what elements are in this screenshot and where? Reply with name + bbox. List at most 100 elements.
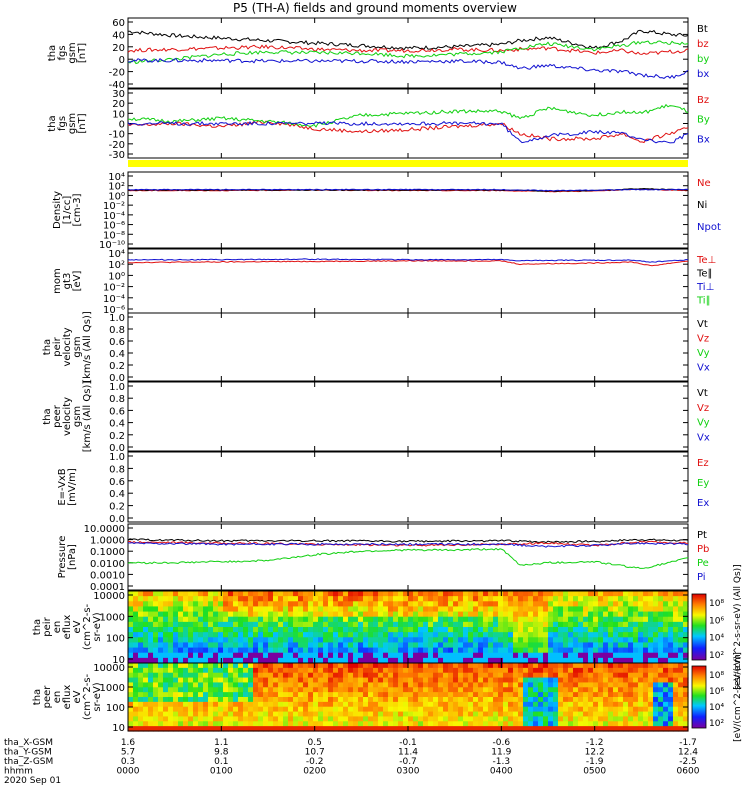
spectrogram-cell xyxy=(213,721,219,727)
legend-entry-Bt: Bt xyxy=(697,24,708,35)
spectrogram-cell xyxy=(548,657,554,664)
y-tick-label: 20 xyxy=(112,99,125,110)
spectrogram-cell xyxy=(548,701,554,708)
spectrogram-cell xyxy=(663,726,669,732)
spectrogram-cell xyxy=(208,611,214,618)
spectrogram-cell xyxy=(443,667,449,674)
spectrogram-cell xyxy=(423,706,429,713)
spectrogram-cell xyxy=(138,657,144,664)
spectrogram-cell xyxy=(333,642,339,649)
spectrogram-cell xyxy=(198,721,204,727)
spectrogram-cell xyxy=(438,716,444,722)
spectrogram-cell xyxy=(518,663,524,669)
spectrogram-cell xyxy=(363,637,369,644)
spectrogram-cell xyxy=(313,677,319,684)
spectrogram-cell xyxy=(333,692,339,698)
spectrogram-cell xyxy=(578,632,584,638)
spectrogram-cell xyxy=(398,701,404,708)
spectrogram-cell xyxy=(173,642,179,649)
spectrogram-cell xyxy=(168,606,174,613)
spectrogram-cell xyxy=(333,632,339,638)
spectrogram-cell xyxy=(333,663,339,669)
legend-entry-Ni: Ni xyxy=(697,200,707,211)
spectrogram-cell xyxy=(263,591,269,597)
spectrogram-cell xyxy=(643,706,649,713)
spectrogram-cell xyxy=(283,606,289,613)
x-axis-value: 0.5 xyxy=(308,738,322,748)
spectrogram-cell xyxy=(603,663,609,669)
spectrogram-cell xyxy=(393,716,399,722)
spectrogram-cell xyxy=(573,627,579,633)
spectrogram-cell xyxy=(638,711,644,718)
spectrogram-cell xyxy=(128,621,134,628)
panel-3-ylabel-line: [cm-3] xyxy=(72,193,83,226)
spectrogram-cell xyxy=(228,716,234,722)
spectrogram-cell xyxy=(528,701,534,708)
spectrogram-cell xyxy=(413,627,419,633)
spectrogram-cell xyxy=(683,606,689,613)
spectrogram-cell xyxy=(128,726,134,732)
legend-entry-Npot: Npot xyxy=(697,222,721,233)
spectrogram-cell xyxy=(413,701,419,708)
spectrogram-cell xyxy=(673,672,679,679)
spectrogram-cell xyxy=(468,591,474,597)
spectrogram-cell xyxy=(258,642,264,649)
spectrogram-cell xyxy=(503,657,509,664)
spectrogram-cell xyxy=(488,647,494,654)
spectrogram-cell xyxy=(333,682,339,688)
spectrogram-cell xyxy=(493,627,499,633)
spectrogram-cell xyxy=(208,716,214,722)
spectrogram-cell xyxy=(453,627,459,633)
x-axis-value: 10.7 xyxy=(305,748,325,758)
spectrogram-cell xyxy=(678,672,684,679)
spectrogram-cell xyxy=(188,647,194,654)
series-by xyxy=(127,40,689,65)
spectrogram-cell xyxy=(358,721,364,727)
spectrogram-cell xyxy=(468,716,474,722)
spectrogram-cell xyxy=(208,697,214,703)
spectrogram-cell xyxy=(608,591,614,597)
spectrogram-cell xyxy=(253,697,259,703)
spectrogram-cell xyxy=(528,642,534,649)
spectrogram-cell xyxy=(348,677,354,684)
spectrogram-cell xyxy=(318,642,324,649)
spectrogram-cell xyxy=(543,667,549,674)
spectrogram-cell xyxy=(253,672,259,679)
spectrogram-cell xyxy=(273,596,279,602)
spectrogram-cell xyxy=(493,663,499,669)
spectrogram-cell xyxy=(503,606,509,613)
spectrogram-cell xyxy=(498,621,504,628)
spectrogram-cell xyxy=(338,642,344,649)
spectrogram-cell xyxy=(603,726,609,732)
spectrogram-cell xyxy=(553,601,559,608)
spectrogram-cell xyxy=(488,682,494,688)
spectrogram-cell xyxy=(393,652,399,659)
spectrogram-cell xyxy=(483,627,489,633)
spectrogram-cell xyxy=(453,726,459,732)
spectrogram-cell xyxy=(663,627,669,633)
spectrogram-cell xyxy=(538,697,544,703)
y-tick-label: -10 xyxy=(109,130,125,141)
spectrogram-cell xyxy=(613,606,619,613)
spectrogram-cell xyxy=(303,591,309,597)
spectrogram-cell xyxy=(648,716,654,722)
x-axis-value: -1.9 xyxy=(586,757,604,767)
spectrogram-cell xyxy=(583,591,589,597)
spectrogram-cell xyxy=(373,726,379,732)
spectrogram-cell xyxy=(388,672,394,679)
spectrogram-cell xyxy=(633,716,639,722)
spectrogram-cell xyxy=(308,711,314,718)
spectrogram-cell xyxy=(478,667,484,674)
x-axis-value: 0400 xyxy=(490,767,513,777)
spectrogram-cell xyxy=(648,606,654,613)
spectrogram-cell xyxy=(628,657,634,664)
spectrogram-cell xyxy=(518,721,524,727)
spectrogram-cell xyxy=(468,657,474,664)
spectrogram-cell xyxy=(548,711,554,718)
spectrogram-cell xyxy=(248,657,254,664)
x-axis-value: 12.2 xyxy=(585,748,605,758)
spectrogram-cell xyxy=(513,627,519,633)
spectrogram-cell xyxy=(668,642,674,649)
spectrogram-cell xyxy=(283,647,289,654)
spectrogram-cell xyxy=(373,687,379,693)
